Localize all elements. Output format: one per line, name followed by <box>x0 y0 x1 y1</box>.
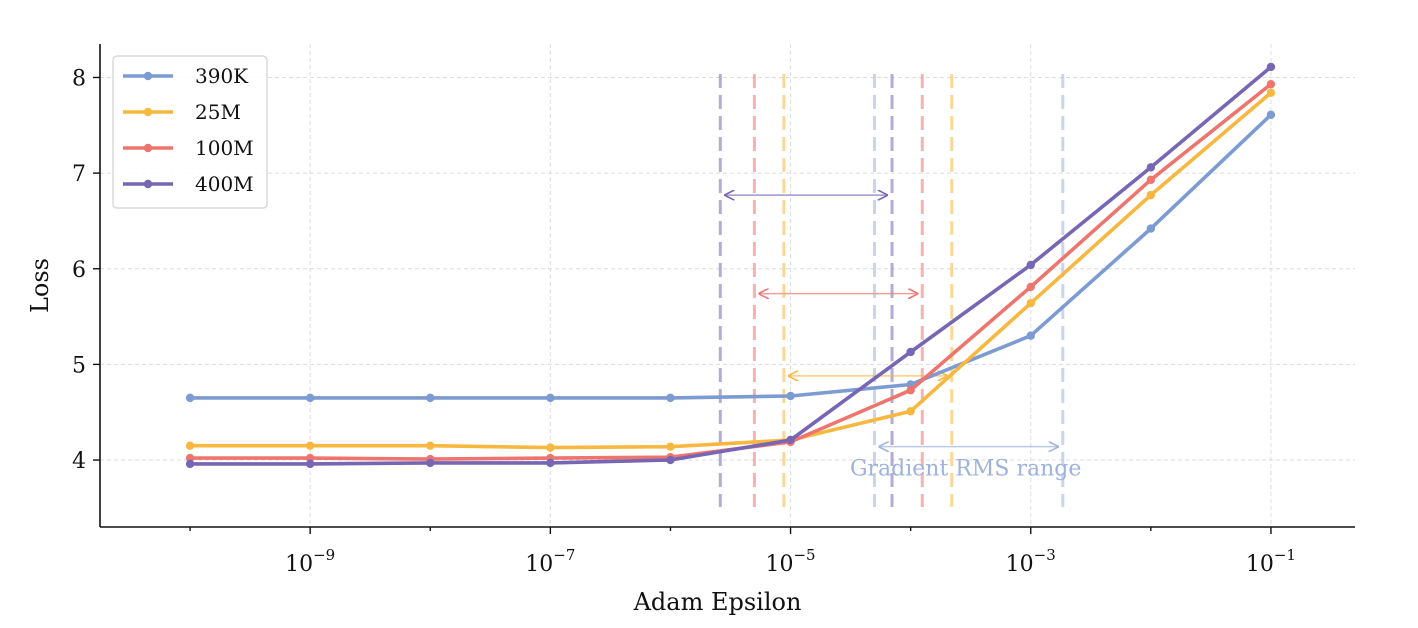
series-line-400m <box>188 65 1273 466</box>
legend: 390K 25M 100M 400M <box>112 55 268 209</box>
point-400m-5 <box>786 435 795 445</box>
x-tick-label--5: 10−5 <box>765 546 815 577</box>
legend-box <box>112 55 268 209</box>
y-axis-label: Loss <box>26 258 54 313</box>
series-line-390k <box>188 113 1273 400</box>
point-25m-1 <box>305 441 315 450</box>
point-400m-6 <box>906 347 915 357</box>
axes <box>99 44 1355 528</box>
y-tick-label-7: 7 <box>72 162 86 187</box>
x-tick-label--7: 10−7 <box>525 546 575 577</box>
point-400m-1 <box>305 459 315 469</box>
legend-label-25m: 25M <box>195 100 241 124</box>
legend-marker-390k <box>143 71 153 81</box>
point-25m-9 <box>1266 88 1276 97</box>
series-line-25m <box>188 91 1273 450</box>
point-400m-4 <box>666 455 675 465</box>
point-400m-2 <box>426 458 435 468</box>
point-400m-9 <box>1266 62 1276 72</box>
point-100m-0 <box>185 453 195 463</box>
x-axis-label: Adam Epsilon <box>633 588 802 616</box>
point-390k-3 <box>546 393 555 403</box>
point-25m-0 <box>185 441 195 450</box>
point-390k-0 <box>185 393 195 403</box>
point-400m-3 <box>546 458 555 468</box>
point-400m-8 <box>1146 163 1156 172</box>
point-390k-5 <box>786 391 795 401</box>
legend-label-100m: 100M <box>195 136 254 160</box>
point-390k-1 <box>305 393 315 403</box>
point-390k-2 <box>426 393 435 403</box>
point-100m-7 <box>1026 282 1035 292</box>
series-line-100m <box>188 82 1273 461</box>
point-25m-7 <box>1026 298 1035 308</box>
y-tick-label-5: 5 <box>72 353 86 378</box>
point-100m-6 <box>906 386 915 395</box>
grid <box>100 44 1355 527</box>
legend-label-390k: 390K <box>195 64 249 88</box>
point-390k-9 <box>1266 110 1276 119</box>
ticks: 4 5 6 7 8 10−9 10−7 10−5 10−3 10−1 <box>72 66 1296 577</box>
series-lines <box>185 62 1276 469</box>
point-390k-4 <box>666 393 675 403</box>
point-25m-3 <box>546 443 555 452</box>
legend-marker-400m <box>143 179 153 189</box>
x-tick-label--1: 10−1 <box>1246 546 1296 577</box>
legend-marker-25m <box>143 107 153 117</box>
point-100m-9 <box>1266 79 1276 89</box>
point-25m-6 <box>906 407 915 416</box>
point-390k-7 <box>1026 331 1035 340</box>
point-400m-0 <box>185 459 195 469</box>
y-tick-label-8: 8 <box>72 66 86 91</box>
point-400m-7 <box>1026 260 1035 270</box>
legend-label-400m: 400M <box>195 172 254 196</box>
legend-marker-100m <box>143 143 153 153</box>
gradient-rms-ranges <box>718 74 1065 507</box>
x-tick-label--3: 10−3 <box>1006 546 1056 577</box>
point-25m-8 <box>1146 190 1156 200</box>
point-25m-2 <box>426 441 435 450</box>
point-100m-1 <box>305 453 315 463</box>
gradient-rms-range-label: Gradient RMS range <box>850 457 1081 482</box>
x-tick-label--9: 10−9 <box>285 546 335 577</box>
point-25m-4 <box>666 442 675 451</box>
point-100m-8 <box>1146 175 1156 185</box>
y-tick-label-6: 6 <box>72 258 86 283</box>
y-tick-label-4: 4 <box>72 449 86 474</box>
point-390k-8 <box>1146 224 1156 233</box>
